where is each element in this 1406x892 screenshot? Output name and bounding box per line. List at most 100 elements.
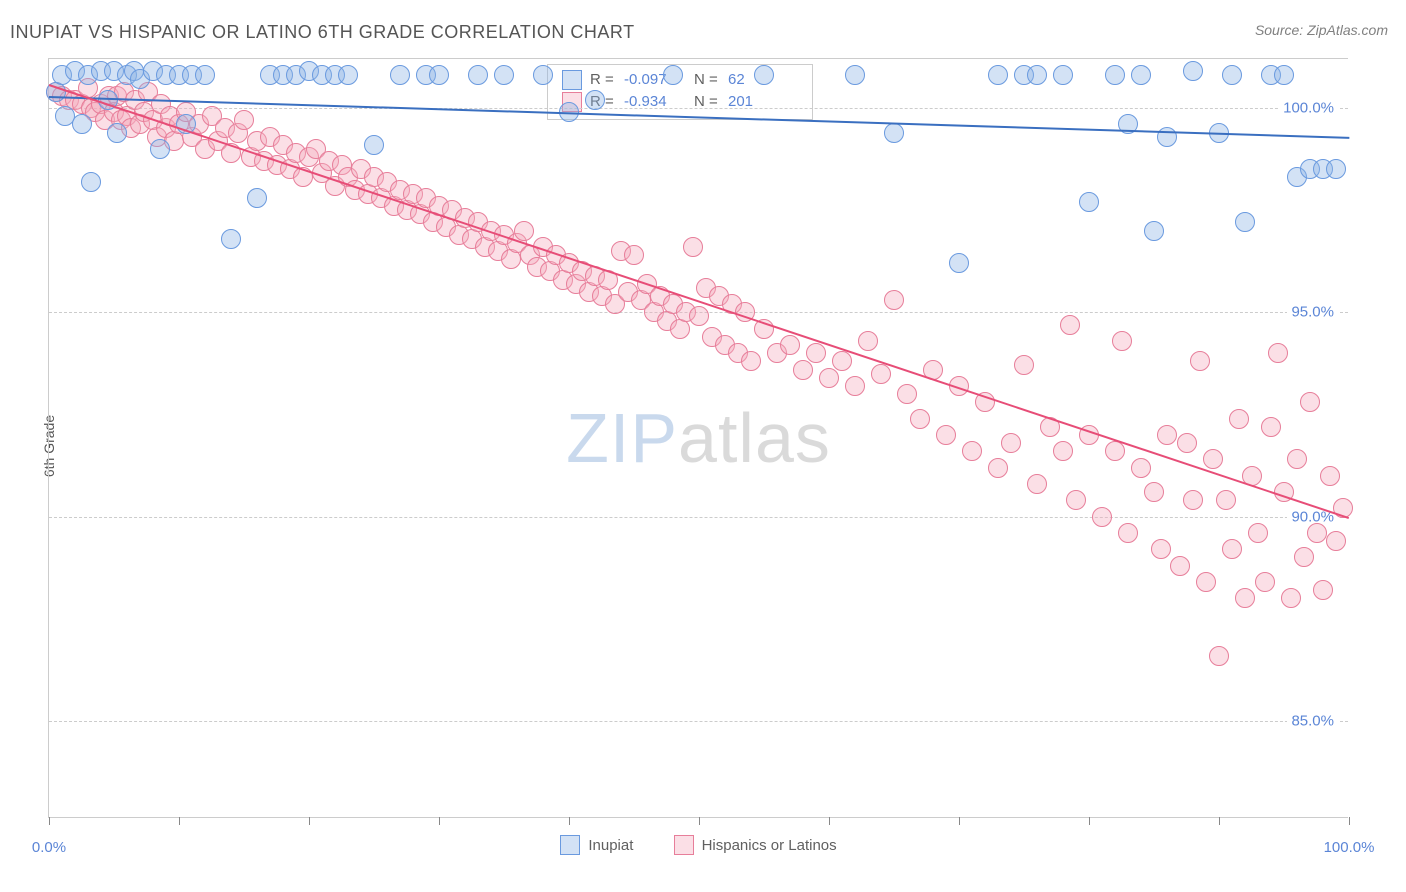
y-tick-label: 95.0% — [1287, 304, 1338, 321]
grid-line — [49, 721, 1348, 722]
scatter-point-hispanic — [1326, 531, 1346, 551]
scatter-point-hispanic — [988, 458, 1008, 478]
scatter-point-hispanic — [1183, 490, 1203, 510]
watermark: ZIPatlas — [566, 398, 831, 478]
scatter-point-hispanic — [1209, 646, 1229, 666]
scatter-point-inupiat — [221, 229, 241, 249]
x-tick-mark — [959, 817, 960, 825]
scatter-point-inupiat — [247, 188, 267, 208]
scatter-point-hispanic — [1066, 490, 1086, 510]
scatter-point-hispanic — [1248, 523, 1268, 543]
scatter-point-hispanic — [936, 425, 956, 445]
scatter-point-hispanic — [1151, 539, 1171, 559]
scatter-point-hispanic — [514, 221, 534, 241]
watermark-part-a: ZIP — [566, 399, 678, 477]
x-tick-label: 100.0% — [1324, 839, 1375, 856]
scatter-point-hispanic — [819, 368, 839, 388]
scatter-point-hispanic — [1001, 433, 1021, 453]
scatter-point-hispanic — [741, 351, 761, 371]
scatter-point-hispanic — [884, 290, 904, 310]
scatter-point-hispanic — [1177, 433, 1197, 453]
scatter-point-hispanic — [1320, 466, 1340, 486]
x-tick-mark — [309, 817, 310, 825]
scatter-point-inupiat — [845, 65, 865, 85]
scatter-point-hispanic — [689, 306, 709, 326]
scatter-point-hispanic — [858, 331, 878, 351]
scatter-point-inupiat — [1274, 65, 1294, 85]
scatter-point-hispanic — [1027, 474, 1047, 494]
scatter-point-inupiat — [81, 172, 101, 192]
x-tick-mark — [49, 817, 50, 825]
legend-r-label: R = — [590, 69, 624, 91]
scatter-point-inupiat — [1105, 65, 1125, 85]
scatter-point-hispanic — [1105, 441, 1125, 461]
legend-r-value-inupiat: -0.097 — [624, 69, 694, 91]
scatter-point-hispanic — [1060, 315, 1080, 335]
scatter-point-inupiat — [338, 65, 358, 85]
legend-n-value-hispanic: 201 — [728, 91, 798, 113]
scatter-point-inupiat — [72, 114, 92, 134]
scatter-point-hispanic — [1196, 572, 1216, 592]
scatter-point-hispanic — [780, 335, 800, 355]
scatter-point-hispanic — [1268, 343, 1288, 363]
y-tick-label: 85.0% — [1287, 712, 1338, 729]
scatter-point-inupiat — [1144, 221, 1164, 241]
chart-title: INUPIAT VS HISPANIC OR LATINO 6TH GRADE … — [10, 22, 635, 43]
scatter-point-hispanic — [897, 384, 917, 404]
x-tick-mark — [1219, 817, 1220, 825]
scatter-point-inupiat — [1157, 127, 1177, 147]
scatter-point-hispanic — [1287, 449, 1307, 469]
scatter-point-hispanic — [1203, 449, 1223, 469]
scatter-point-hispanic — [1118, 523, 1138, 543]
scatter-point-hispanic — [793, 360, 813, 380]
chart-plot-area: ZIPatlas R = -0.097 N = 62 R = -0.934 N … — [48, 58, 1348, 818]
x-tick-mark — [699, 817, 700, 825]
x-tick-mark — [829, 817, 830, 825]
scatter-point-hispanic — [1131, 458, 1151, 478]
x-tick-mark — [569, 817, 570, 825]
legend-n-label: N = — [694, 91, 728, 113]
scatter-point-hispanic — [1307, 523, 1327, 543]
scatter-point-hispanic — [234, 110, 254, 130]
x-tick-mark — [179, 817, 180, 825]
scatter-point-hispanic — [1157, 425, 1177, 445]
scatter-point-hispanic — [1235, 588, 1255, 608]
scatter-point-inupiat — [150, 139, 170, 159]
scatter-point-inupiat — [1027, 65, 1047, 85]
scatter-point-inupiat — [663, 65, 683, 85]
scatter-point-hispanic — [1222, 539, 1242, 559]
swatch-hispanic — [674, 835, 694, 855]
scatter-point-inupiat — [1235, 212, 1255, 232]
legend-label-hispanic: Hispanics or Latinos — [702, 837, 837, 854]
y-tick-label: 100.0% — [1279, 100, 1338, 117]
scatter-point-inupiat — [1222, 65, 1242, 85]
legend-item-inupiat: Inupiat — [560, 835, 633, 855]
swatch-inupiat — [560, 835, 580, 855]
scatter-point-hispanic — [806, 343, 826, 363]
scatter-point-inupiat — [949, 253, 969, 273]
scatter-point-hispanic — [1053, 441, 1073, 461]
scatter-point-hispanic — [871, 364, 891, 384]
scatter-point-inupiat — [988, 65, 1008, 85]
scatter-point-hispanic — [1229, 409, 1249, 429]
scatter-point-inupiat — [494, 65, 514, 85]
scatter-point-inupiat — [195, 65, 215, 85]
scatter-point-inupiat — [585, 90, 605, 110]
scatter-point-hispanic — [910, 409, 930, 429]
scatter-point-inupiat — [429, 65, 449, 85]
scatter-point-hispanic — [1112, 331, 1132, 351]
legend-r-value-hispanic: -0.934 — [624, 91, 694, 113]
scatter-point-inupiat — [107, 123, 127, 143]
scatter-point-inupiat — [364, 135, 384, 155]
watermark-part-b: atlas — [678, 399, 831, 477]
scatter-point-inupiat — [1079, 192, 1099, 212]
scatter-point-hispanic — [1294, 547, 1314, 567]
bottom-legend: Inupiat Hispanics or Latinos — [49, 835, 1348, 859]
scatter-point-hispanic — [962, 441, 982, 461]
legend-n-label: N = — [694, 69, 728, 91]
scatter-point-inupiat — [1183, 61, 1203, 81]
trend-line-hispanic — [49, 84, 1350, 519]
scatter-point-hispanic — [1170, 556, 1190, 576]
scatter-point-hispanic — [1144, 482, 1164, 502]
scatter-point-hispanic — [832, 351, 852, 371]
